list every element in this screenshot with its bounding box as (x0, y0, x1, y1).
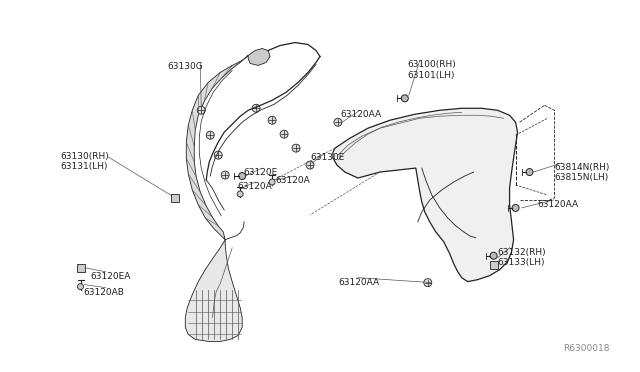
Bar (77, 264, 84, 272)
Text: 63120AB: 63120AB (83, 288, 124, 296)
Text: 63815N(LH): 63815N(LH) (554, 173, 609, 182)
Circle shape (237, 191, 243, 197)
Bar (172, 194, 179, 202)
Text: 63120AA: 63120AA (338, 278, 379, 287)
Circle shape (239, 173, 246, 180)
Circle shape (424, 279, 432, 286)
Text: 63132(RH): 63132(RH) (498, 248, 546, 257)
Text: 63131(LH): 63131(LH) (61, 162, 108, 171)
Circle shape (197, 106, 205, 114)
Bar (490, 261, 498, 269)
Polygon shape (186, 55, 248, 240)
Circle shape (512, 205, 519, 211)
Circle shape (490, 252, 497, 259)
Text: 63130(RH): 63130(RH) (61, 152, 109, 161)
Text: 63120A: 63120A (275, 176, 310, 185)
Text: 63120A: 63120A (237, 182, 272, 191)
Circle shape (252, 104, 260, 112)
Circle shape (280, 130, 288, 138)
Circle shape (221, 171, 229, 179)
Text: 63130G: 63130G (168, 62, 203, 71)
Circle shape (206, 131, 214, 139)
Text: 63101(LH): 63101(LH) (408, 71, 455, 80)
Text: 63130E: 63130E (310, 153, 344, 162)
Text: 63120AA: 63120AA (340, 110, 381, 119)
Circle shape (306, 161, 314, 169)
Circle shape (268, 116, 276, 124)
Circle shape (269, 179, 275, 185)
Circle shape (401, 95, 408, 102)
Circle shape (292, 144, 300, 152)
Text: 63814N(RH): 63814N(RH) (554, 163, 610, 172)
Polygon shape (186, 240, 242, 341)
Circle shape (526, 169, 533, 176)
Polygon shape (248, 48, 270, 65)
Text: R6300018: R6300018 (563, 344, 609, 353)
Circle shape (77, 283, 83, 290)
Circle shape (334, 118, 342, 126)
Text: 63120AA: 63120AA (538, 200, 579, 209)
Text: 63100(RH): 63100(RH) (408, 61, 456, 70)
Text: 63133(LH): 63133(LH) (498, 258, 545, 267)
Polygon shape (333, 108, 518, 282)
Text: 63120EA: 63120EA (90, 272, 131, 281)
Circle shape (214, 151, 222, 159)
Text: 63120E: 63120E (243, 168, 277, 177)
